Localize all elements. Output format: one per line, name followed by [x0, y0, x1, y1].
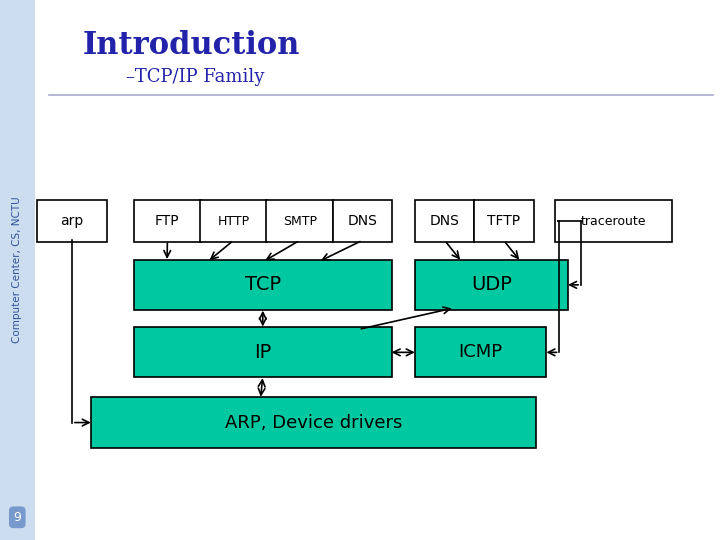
- Text: DNS: DNS: [348, 214, 377, 228]
- Text: UDP: UDP: [471, 275, 512, 294]
- FancyBboxPatch shape: [0, 0, 35, 540]
- Text: TFTP: TFTP: [487, 214, 521, 228]
- Text: 9: 9: [14, 511, 21, 524]
- FancyBboxPatch shape: [474, 200, 534, 242]
- Text: IP: IP: [254, 343, 271, 362]
- FancyBboxPatch shape: [415, 327, 546, 377]
- FancyBboxPatch shape: [134, 260, 392, 310]
- Text: FTP: FTP: [155, 214, 180, 228]
- FancyBboxPatch shape: [333, 200, 392, 242]
- Text: arp: arp: [60, 214, 84, 228]
- FancyBboxPatch shape: [134, 200, 201, 242]
- FancyBboxPatch shape: [555, 200, 672, 242]
- FancyBboxPatch shape: [200, 200, 267, 242]
- FancyBboxPatch shape: [37, 200, 107, 242]
- Text: TCP: TCP: [245, 275, 281, 294]
- Text: ICMP: ICMP: [459, 343, 503, 361]
- Text: ARP, Device drivers: ARP, Device drivers: [225, 414, 402, 431]
- FancyBboxPatch shape: [91, 397, 536, 448]
- Text: –TCP/IP Family: –TCP/IP Family: [126, 68, 264, 85]
- Text: Computer Center, CS, NCTU: Computer Center, CS, NCTU: [12, 197, 22, 343]
- Text: Introduction: Introduction: [83, 30, 300, 60]
- Text: HTTP: HTTP: [217, 215, 250, 228]
- FancyBboxPatch shape: [134, 327, 392, 377]
- Text: traceroute: traceroute: [581, 215, 647, 228]
- Text: SMTP: SMTP: [283, 215, 317, 228]
- FancyBboxPatch shape: [415, 200, 474, 242]
- Text: DNS: DNS: [430, 214, 459, 228]
- FancyBboxPatch shape: [415, 260, 568, 310]
- FancyBboxPatch shape: [266, 200, 333, 242]
